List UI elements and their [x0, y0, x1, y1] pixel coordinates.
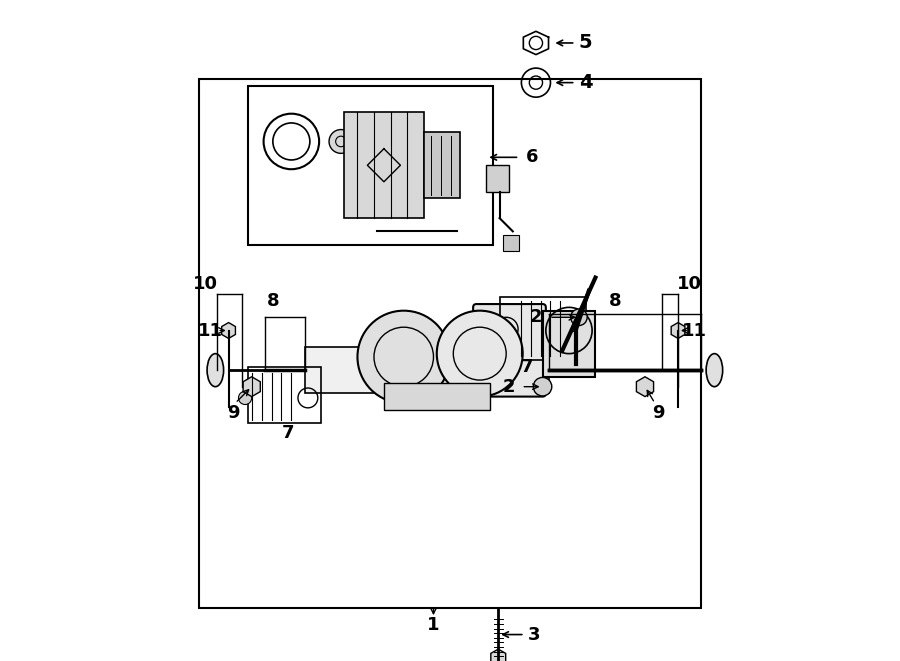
- Bar: [500, 297, 586, 360]
- Text: 10: 10: [193, 275, 218, 293]
- Text: 2: 2: [502, 377, 515, 396]
- Text: 2: 2: [530, 308, 543, 327]
- Text: 1: 1: [428, 615, 440, 634]
- Bar: [304, 347, 549, 393]
- Bar: [424, 132, 460, 198]
- Text: 7: 7: [282, 424, 294, 442]
- Bar: [486, 165, 509, 192]
- Text: 8: 8: [609, 292, 622, 310]
- Ellipse shape: [207, 354, 223, 387]
- Bar: [344, 112, 424, 218]
- Circle shape: [436, 311, 523, 397]
- Bar: [503, 235, 519, 251]
- Text: 11: 11: [198, 321, 223, 340]
- Text: 6: 6: [526, 148, 538, 167]
- FancyBboxPatch shape: [473, 304, 545, 397]
- Ellipse shape: [534, 377, 552, 396]
- Text: 11: 11: [682, 321, 707, 340]
- Bar: [248, 367, 321, 423]
- Text: 5: 5: [579, 34, 592, 52]
- Bar: [384, 383, 490, 410]
- Bar: [543, 311, 596, 377]
- Circle shape: [357, 311, 450, 403]
- Bar: [199, 79, 701, 608]
- Ellipse shape: [571, 309, 587, 325]
- Circle shape: [329, 130, 353, 153]
- Ellipse shape: [706, 354, 723, 387]
- Text: 8: 8: [266, 292, 279, 310]
- Text: 10: 10: [677, 275, 702, 293]
- Text: 9: 9: [227, 404, 239, 422]
- Text: 7: 7: [521, 358, 534, 376]
- Bar: [248, 86, 493, 245]
- Text: 3: 3: [528, 625, 541, 644]
- Text: 4: 4: [579, 73, 592, 92]
- Text: 9: 9: [652, 404, 664, 422]
- Circle shape: [238, 391, 252, 405]
